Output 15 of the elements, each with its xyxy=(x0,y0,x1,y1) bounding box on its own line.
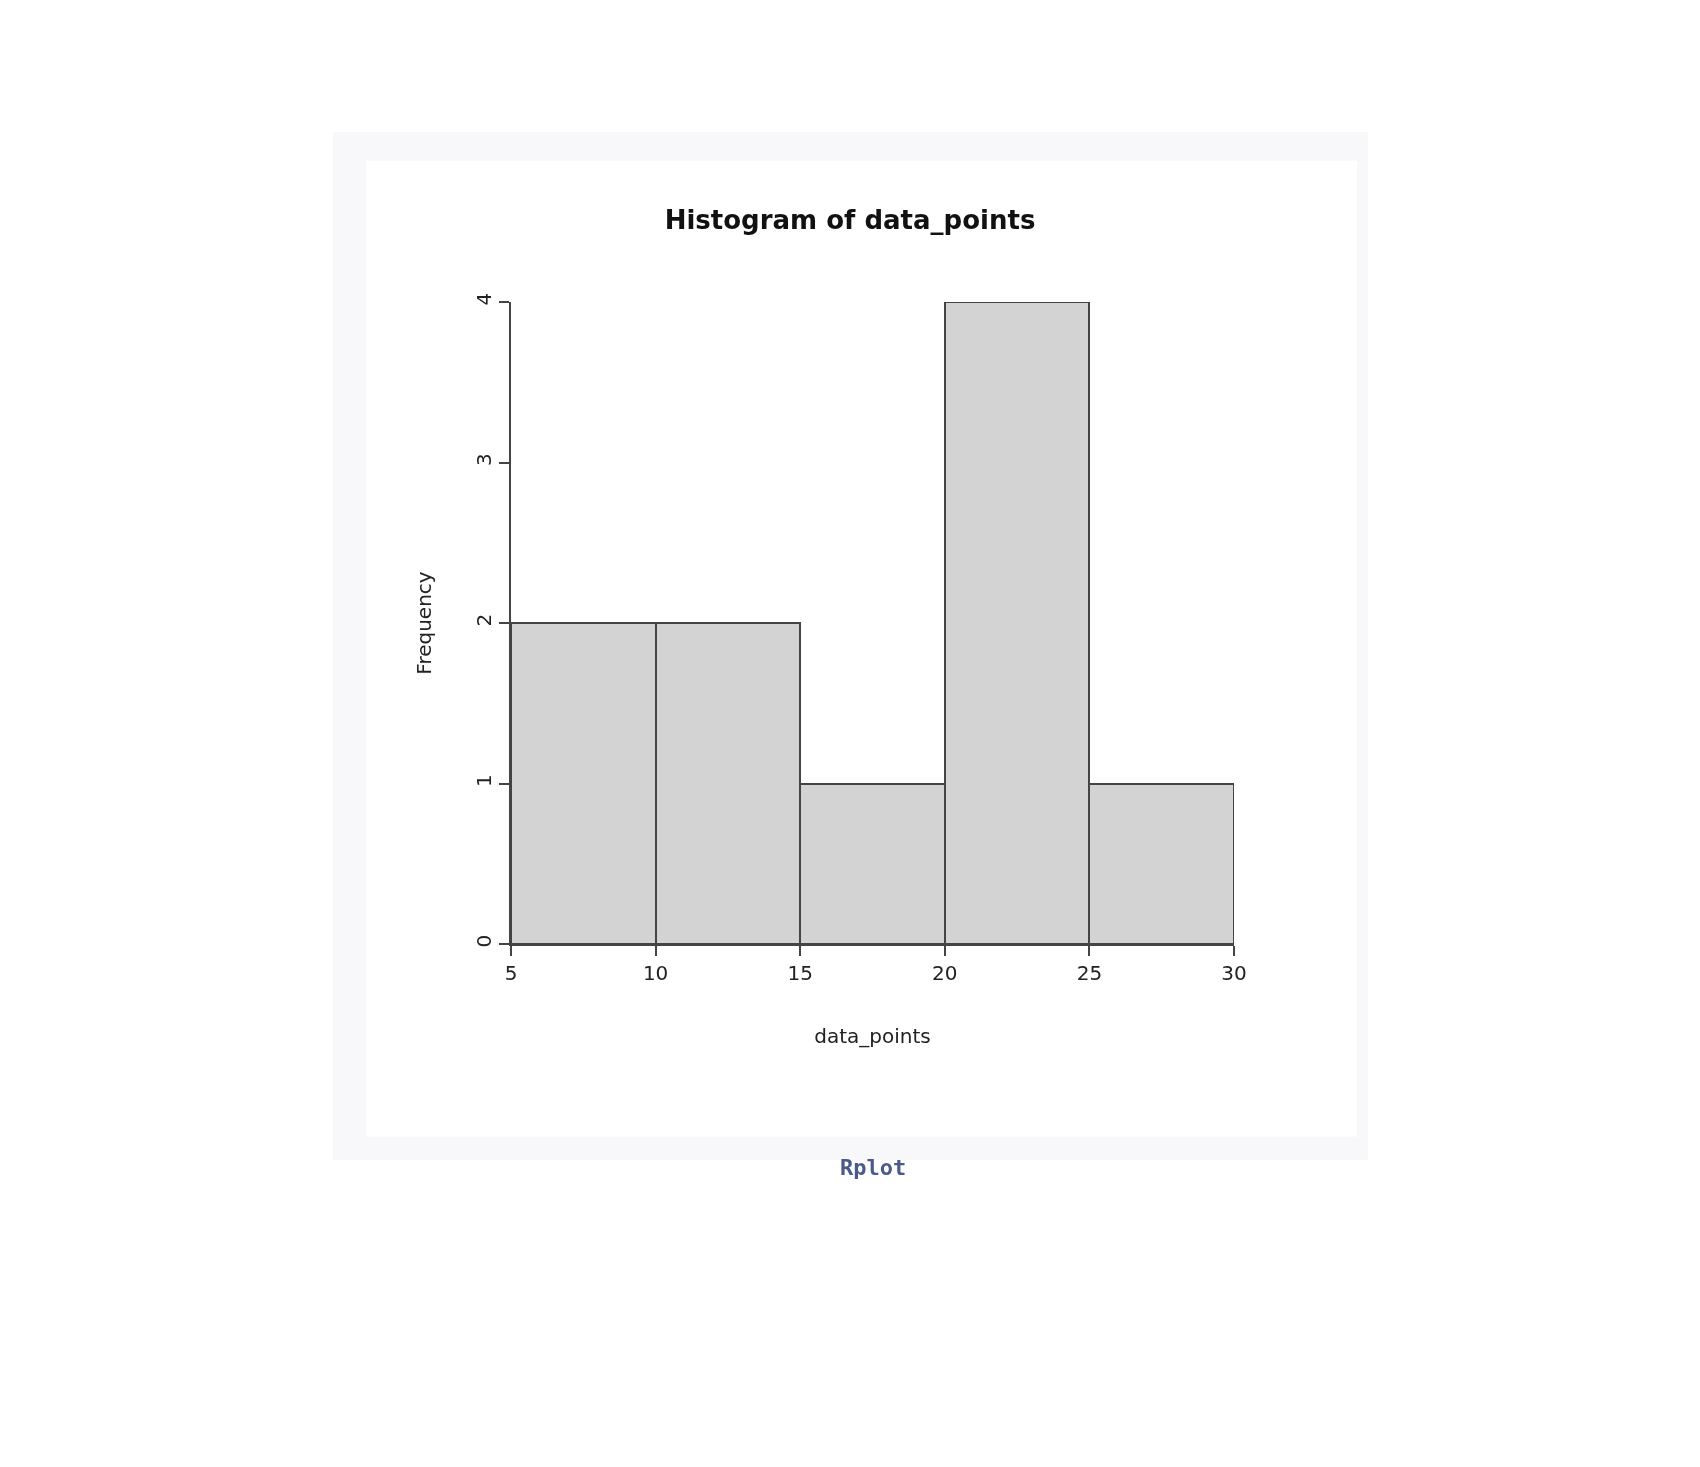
x-axis-title: data_points xyxy=(814,1024,931,1048)
x-tick-label: 30 xyxy=(1221,961,1247,985)
y-tick-label: 0 xyxy=(472,934,496,948)
x-tick-label: 20 xyxy=(932,961,958,985)
y-tick-label: 1 xyxy=(472,774,496,787)
y-tick-label: 4 xyxy=(472,292,496,306)
y-tick-label: 3 xyxy=(472,453,496,466)
y-tick-label: 2 xyxy=(472,613,496,627)
text: Rplot xyxy=(840,1155,907,1180)
x-tick-label: 15 xyxy=(787,961,813,985)
x-tick-label: 25 xyxy=(1076,961,1103,985)
x-tick-label: 10 xyxy=(642,961,669,985)
y-axis-title: Frequency xyxy=(412,571,436,675)
x-tick-label: 5 xyxy=(504,961,518,985)
chart-title: Histogram of data_points xyxy=(664,205,1036,236)
